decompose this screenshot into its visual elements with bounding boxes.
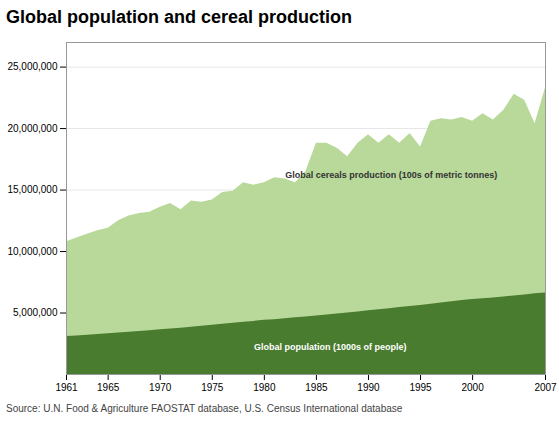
html-text:Source: U.N. Food & Agricultur: Source: U.N. Food & Agriculture FAOSTAT … — [6, 403, 403, 414]
svg-text:25,000,000: 25,000,000 — [7, 61, 57, 72]
svg-text:1970: 1970 — [149, 382, 172, 393]
svg-text:2007: 2007 — [534, 382, 557, 393]
svg-text:1980: 1980 — [253, 382, 276, 393]
svg-text:15,000,000: 15,000,000 — [7, 184, 57, 195]
svg-text:Global population (1000s of pe: Global population (1000s of people) — [254, 342, 407, 352]
svg-text:1995: 1995 — [409, 382, 432, 393]
svg-text:1961: 1961 — [55, 382, 78, 393]
html-text:Global population and cereal p: Global population and cereal production — [6, 7, 352, 27]
svg-text:5,000,000: 5,000,000 — [13, 307, 58, 318]
svg-text:10,000,000: 10,000,000 — [7, 246, 57, 257]
svg-text:2000: 2000 — [461, 382, 484, 393]
svg-text:1975: 1975 — [201, 382, 224, 393]
svg-text:1965: 1965 — [97, 382, 120, 393]
svg-text:1985: 1985 — [305, 382, 328, 393]
svg-text:Global cereals production (100: Global cereals production (100s of metri… — [285, 170, 497, 180]
svg-text:1990: 1990 — [357, 382, 380, 393]
svg-text:20,000,000: 20,000,000 — [7, 123, 57, 134]
